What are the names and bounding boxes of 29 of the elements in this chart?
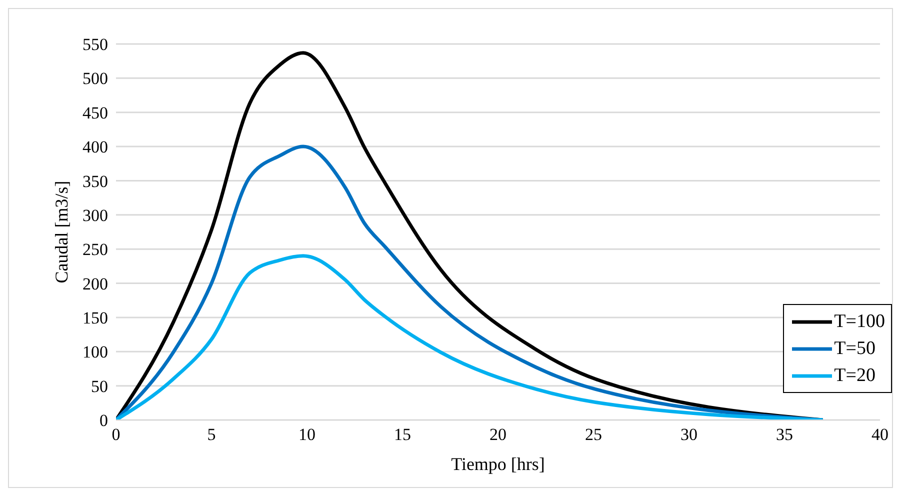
- x-tick-label: 15: [394, 425, 411, 444]
- y-axis-title: Caudal [m3/s]: [51, 180, 72, 284]
- y-tick-label: 0: [100, 411, 108, 430]
- y-tick-label: 200: [82, 274, 108, 294]
- y-tick-label: 100: [82, 342, 108, 362]
- y-tick-label: 150: [82, 308, 108, 328]
- y-tick-label: 50: [91, 376, 108, 396]
- line-series: [116, 144, 824, 420]
- x-tick-label: 10: [298, 425, 316, 444]
- y-tick-label: 550: [82, 35, 108, 54]
- x-tick-label: 40: [872, 425, 888, 444]
- line-series: [116, 254, 824, 420]
- x-axis-title: Tiempo [hrs]: [451, 454, 545, 474]
- y-tick-label: 400: [82, 138, 108, 157]
- y-tick-label: 350: [82, 172, 108, 191]
- x-tick-label: 0: [112, 425, 120, 444]
- legend-label: T=20: [834, 364, 876, 388]
- legend-label: T=100: [834, 310, 885, 334]
- y-tick-label: 500: [82, 69, 108, 88]
- x-tick-label: 20: [490, 425, 506, 444]
- y-tick-label: 300: [82, 206, 108, 225]
- x-tick-label: 35: [776, 425, 793, 444]
- line-series: [116, 51, 824, 420]
- y-tick-label: 450: [82, 103, 108, 122]
- legend-label: T=50: [834, 337, 876, 361]
- x-tick-label: 30: [680, 425, 698, 444]
- x-tick-label: 25: [585, 425, 602, 444]
- x-tick-label: 5: [207, 425, 216, 444]
- y-tick-label: 250: [82, 240, 108, 260]
